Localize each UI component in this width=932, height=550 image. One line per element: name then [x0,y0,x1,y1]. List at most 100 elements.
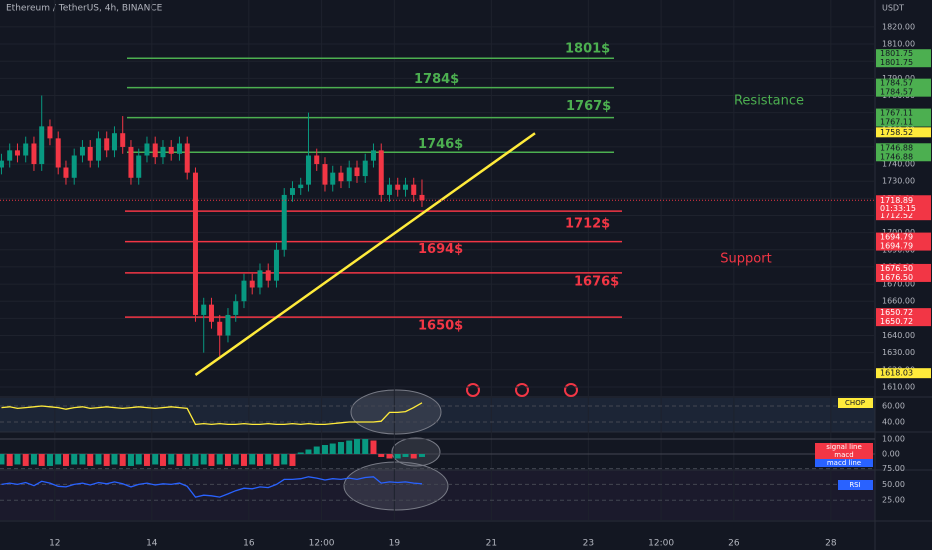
macd-histogram-bar [305,449,312,454]
candle-body [273,249,279,281]
price-tag [876,368,931,379]
candle-body [192,172,198,315]
indicator-legend: signal line [826,443,862,451]
candle-body [305,155,311,185]
y-tick-label: 1630.00 [882,348,915,357]
macd-histogram-bar [62,453,69,466]
macd-histogram-bar [232,453,239,465]
level-label: 1712$ [565,217,610,232]
macd-histogram-bar [111,453,118,465]
indicator-line [1,476,423,498]
x-tick-label: 28 [825,539,837,549]
level-price-tag [876,108,931,127]
candle-body [257,270,263,288]
macd-histogram-bar [184,453,191,466]
indicator-name-box [838,398,873,408]
indicator-tick-label: 10.00 [882,435,905,444]
macd-histogram-bar [208,453,215,466]
level-price-tag [876,232,931,251]
macd-histogram-bar [329,443,336,454]
candle-body [322,164,328,185]
y-tick-label: 1660.00 [882,297,915,306]
level-label: 1694$ [418,242,463,257]
x-tick-label: 12 [49,539,60,549]
macd-histogram-bar [346,440,353,454]
candle-body [201,304,207,315]
level-price-label: 1712.52 [880,211,913,220]
price-tag-label: 1758.52 [880,128,913,137]
candle-body [160,146,166,158]
indicator-name: RSI [849,481,860,489]
event-icon[interactable] [515,383,529,397]
macd-histogram-bar [119,453,126,466]
rsi-pane-band [0,470,875,520]
macd-histogram-bar [402,453,409,457]
macd-histogram-bar [289,453,296,466]
event-icon[interactable] [564,383,578,397]
trendline [194,132,536,376]
candle-body [111,133,117,151]
indicator-tick-label: 50.00 [882,480,905,489]
candle-body [71,155,77,178]
candle-body [168,146,174,154]
event-icon[interactable] [466,383,480,397]
y-tick-label: 1640.00 [882,331,915,340]
x-tick-label: 14 [146,539,158,549]
level-price-tag [876,263,931,282]
macd-histogram-bar [273,453,280,466]
macd-histogram-bar [240,453,247,466]
macd-histogram-bar [394,453,401,459]
level-price-label: 1694.79 [880,242,913,251]
currency-label: USDT [882,4,904,13]
macd-histogram-bar [143,453,150,466]
y-tick-label: 1670.00 [882,280,915,289]
candle-body [354,167,360,177]
macd-histogram-bar [95,453,102,465]
candle-body [152,143,158,158]
macd-histogram-bar [30,453,37,465]
level-price-label: 1746.88 [880,152,913,161]
macd-histogram-bar [127,453,134,466]
candle-body [176,143,182,154]
indicator-name: CHOP [845,399,865,407]
level-price-tag [876,308,931,327]
macd-histogram-bar [159,453,166,466]
candle-body [402,184,408,190]
x-tick-label: 12:00 [648,539,674,549]
macd-histogram-bar [418,453,425,457]
candle-body [14,150,20,156]
macd-histogram-bar [6,453,13,466]
price-tag-label: 1618.03 [880,369,913,378]
macd-histogram-bar [297,452,304,454]
candle-body [378,150,384,195]
candle-body [144,143,150,156]
highlight-circle [343,461,449,511]
macd-histogram-bar [14,453,21,465]
candle-body [386,184,392,195]
macd-histogram-bar [362,439,369,454]
candle-body [120,133,126,147]
indicator-line [1,402,423,426]
indicator-name-box [838,480,873,490]
level-price-label: 1746.88 [880,143,913,152]
indicator-tick-label: 40.00 [882,418,905,427]
candle-body [298,184,304,189]
candle-body [136,155,142,178]
candle-body [346,167,352,182]
macd-histogram-bar [22,453,29,466]
macd-histogram-bar [71,453,78,465]
price-tag [876,195,931,214]
candle-body [7,150,13,161]
x-tick-label: 16 [243,539,255,549]
macd-histogram-bar [103,453,110,466]
level-price-label: 1694.79 [880,233,913,242]
y-tick-label: 1820.00 [882,22,915,31]
indicator-tick-label: 75.00 [882,464,905,473]
level-price-label: 1784.57 [880,79,913,88]
candle-body [395,184,401,190]
macd-histogram-bar [313,446,320,454]
level-price-tag [876,143,931,162]
y-tick-label: 1810.00 [882,40,915,49]
